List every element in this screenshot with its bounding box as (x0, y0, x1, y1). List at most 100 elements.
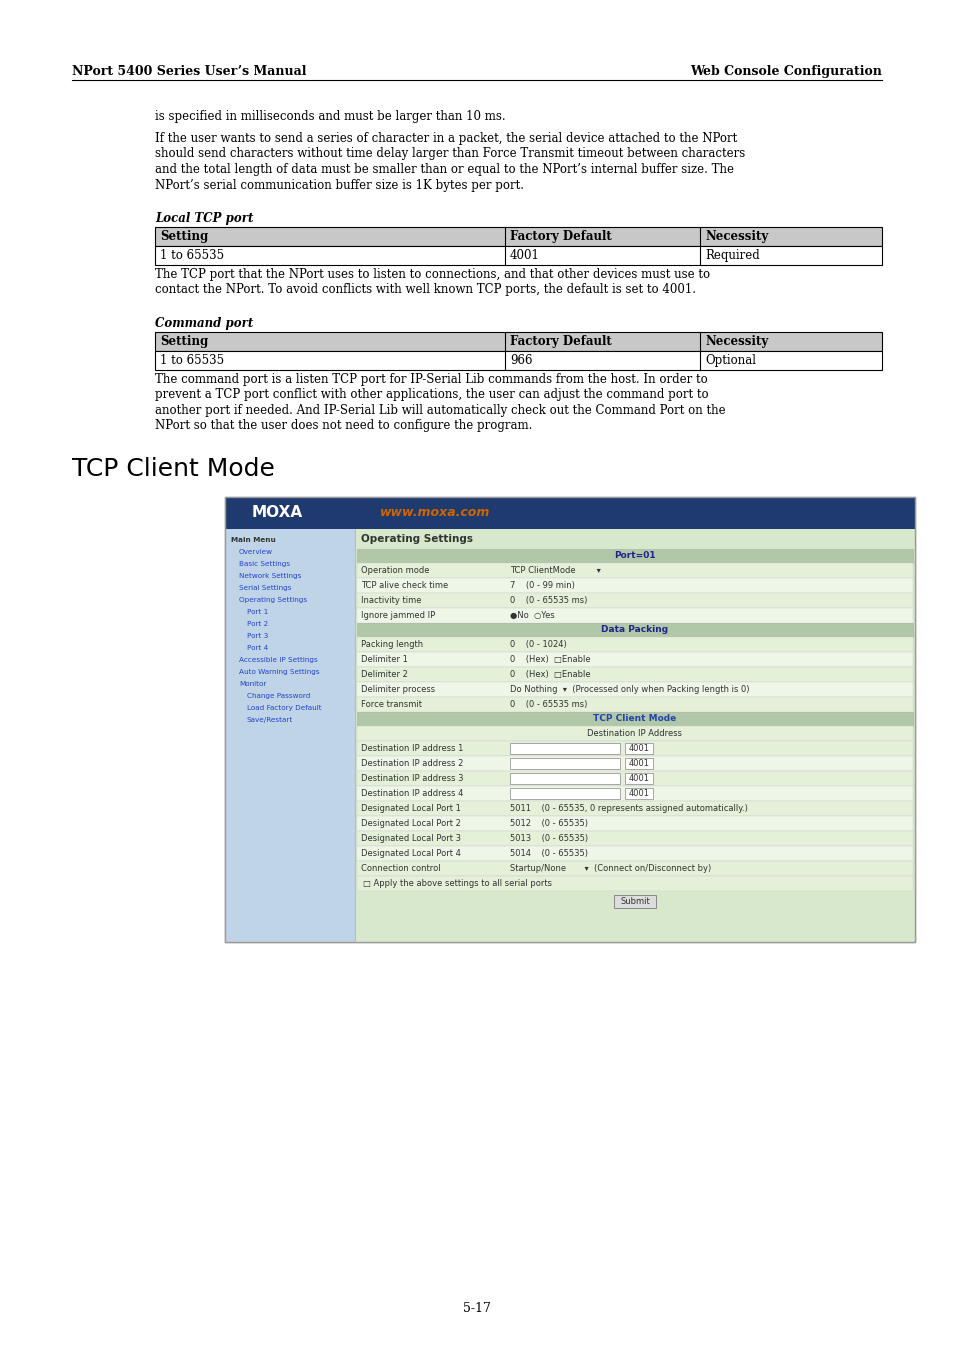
Text: 7    (0 - 99 min): 7 (0 - 99 min) (510, 580, 575, 590)
Text: Optional: Optional (704, 354, 755, 367)
Bar (355, 529, 914, 549)
Text: NPort 5400 Series User’s Manual: NPort 5400 Series User’s Manual (71, 65, 306, 78)
Text: Overview: Overview (239, 549, 273, 555)
Bar (225, 497, 914, 529)
Bar (356, 667, 912, 682)
Text: and the total length of data must be smaller than or equal to the NPort’s intern: and the total length of data must be sma… (154, 163, 733, 176)
Text: TCP ClientMode        ▾: TCP ClientMode ▾ (510, 566, 600, 575)
Text: MOXA: MOXA (252, 505, 302, 521)
Bar (154, 246, 882, 265)
Text: Setting: Setting (160, 335, 208, 348)
Text: TCP Client Mode: TCP Client Mode (593, 714, 676, 724)
Text: 0    (0 - 65535 ms): 0 (0 - 65535 ms) (510, 595, 587, 605)
Text: Designated Local Port 3: Designated Local Port 3 (360, 834, 460, 842)
Bar (356, 549, 912, 563)
Text: Change Password: Change Password (247, 693, 310, 699)
Text: Port 2: Port 2 (247, 621, 268, 626)
Bar (225, 497, 914, 942)
Bar (225, 497, 914, 942)
Text: Save/Restart: Save/Restart (247, 717, 293, 724)
Text: 4001: 4001 (628, 744, 649, 753)
Text: Destination IP Address: Destination IP Address (587, 729, 681, 738)
Text: should send characters without time delay larger than Force Transmit timeout bet: should send characters without time dela… (154, 147, 744, 161)
Bar (624, 757, 652, 769)
Text: Operation mode: Operation mode (360, 566, 429, 575)
Text: Do Nothing  ▾  (Processed only when Packing length is 0): Do Nothing ▾ (Processed only when Packin… (510, 684, 749, 694)
Bar (154, 332, 882, 351)
Text: Delimiter 1: Delimiter 1 (360, 655, 408, 664)
Text: is specified in milliseconds and must be larger than 10 ms.: is specified in milliseconds and must be… (154, 109, 505, 123)
Text: 4001: 4001 (628, 774, 649, 783)
Bar (356, 832, 912, 846)
Text: Serial Settings: Serial Settings (239, 585, 292, 591)
Text: www.moxa.com: www.moxa.com (379, 506, 490, 520)
Text: 5013    (0 - 65535): 5013 (0 - 65535) (510, 834, 587, 842)
Bar (614, 895, 656, 909)
Bar (356, 861, 912, 876)
Text: 0    (Hex)  □Enable: 0 (Hex) □Enable (510, 670, 590, 679)
Text: The command port is a listen TCP port for IP-Serial Lib commands from the host. : The command port is a listen TCP port fo… (154, 373, 707, 386)
Bar (356, 741, 912, 756)
Text: Connection control: Connection control (360, 864, 440, 873)
Text: 4001: 4001 (628, 788, 649, 798)
Bar (356, 815, 912, 832)
Bar (356, 711, 912, 726)
Text: 5012    (0 - 65535): 5012 (0 - 65535) (510, 819, 587, 828)
Bar (356, 578, 912, 593)
Text: ●No  ○Yes: ●No ○Yes (510, 612, 554, 620)
Bar (356, 563, 912, 578)
Text: Inactivity time: Inactivity time (360, 595, 421, 605)
Text: Submit: Submit (619, 896, 649, 906)
Bar (154, 227, 882, 246)
Text: 5011    (0 - 65535, 0 represents assigned automatically.): 5011 (0 - 65535, 0 represents assigned a… (510, 805, 747, 813)
Bar (356, 876, 912, 891)
Text: Auto Warning Settings: Auto Warning Settings (239, 670, 319, 675)
Text: Destination IP address 1: Destination IP address 1 (360, 744, 463, 753)
Bar (356, 801, 912, 815)
Text: NPort so that the user does not need to configure the program.: NPort so that the user does not need to … (154, 420, 532, 432)
Text: Accessible IP Settings: Accessible IP Settings (239, 657, 317, 663)
Bar (356, 697, 912, 711)
Bar (154, 351, 882, 370)
Text: Main Menu: Main Menu (231, 537, 275, 543)
Text: Ignore jammed IP: Ignore jammed IP (360, 612, 435, 620)
Text: Factory Default: Factory Default (510, 335, 611, 348)
Text: Destination IP address 2: Destination IP address 2 (360, 759, 463, 768)
Bar (356, 652, 912, 667)
Bar (510, 757, 619, 769)
Text: Destination IP address 3: Destination IP address 3 (360, 774, 463, 783)
Text: contact the NPort. To avoid conflicts with well known TCP ports, the default is : contact the NPort. To avoid conflicts wi… (154, 284, 696, 297)
Text: Basic Settings: Basic Settings (239, 562, 290, 567)
Text: TCP Client Mode: TCP Client Mode (71, 458, 274, 481)
Text: Operating Settings: Operating Settings (239, 597, 307, 603)
Bar (624, 743, 652, 755)
Text: Command port: Command port (154, 317, 253, 329)
Text: Designated Local Port 4: Designated Local Port 4 (360, 849, 460, 859)
Text: prevent a TCP port conflict with other applications, the user can adjust the com: prevent a TCP port conflict with other a… (154, 389, 708, 401)
Text: 5014    (0 - 65535): 5014 (0 - 65535) (510, 849, 587, 859)
Bar (225, 529, 355, 942)
Text: 0    (0 - 1024): 0 (0 - 1024) (510, 640, 566, 649)
Bar (356, 756, 912, 771)
Text: Designated Local Port 1: Designated Local Port 1 (360, 805, 460, 813)
Text: Web Console Configuration: Web Console Configuration (689, 65, 882, 78)
Text: Port 4: Port 4 (247, 645, 268, 651)
Text: 4001: 4001 (628, 759, 649, 768)
Bar (356, 637, 912, 652)
Text: The TCP port that the NPort uses to listen to connections, and that other device: The TCP port that the NPort uses to list… (154, 269, 709, 281)
Text: Delimiter process: Delimiter process (360, 684, 435, 694)
Text: 966: 966 (510, 354, 532, 367)
Bar (356, 846, 912, 861)
Text: 0    (Hex)  □Enable: 0 (Hex) □Enable (510, 655, 590, 664)
Bar (356, 786, 912, 801)
Bar (356, 771, 912, 786)
Text: 5-17: 5-17 (462, 1301, 491, 1315)
Text: Load Factory Default: Load Factory Default (247, 705, 321, 711)
Text: 4001: 4001 (510, 248, 539, 262)
Text: another port if needed. And IP-Serial Lib will automatically check out the Comma: another port if needed. And IP-Serial Li… (154, 404, 725, 417)
Text: 1 to 65535: 1 to 65535 (160, 354, 224, 367)
Text: Necessity: Necessity (704, 335, 767, 348)
Text: 0    (0 - 65535 ms): 0 (0 - 65535 ms) (510, 701, 587, 709)
Text: Port 3: Port 3 (247, 633, 268, 639)
Bar (356, 608, 912, 622)
